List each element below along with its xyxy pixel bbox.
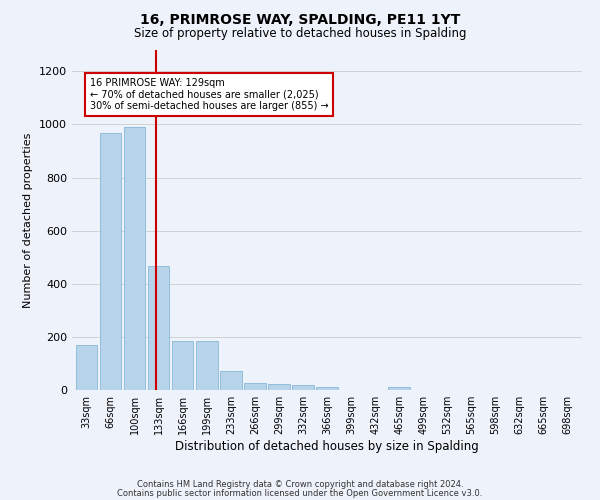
Bar bbox=[124, 127, 145, 390]
Bar bbox=[316, 387, 338, 390]
Bar bbox=[292, 385, 314, 390]
Y-axis label: Number of detached properties: Number of detached properties bbox=[23, 132, 34, 308]
Bar bbox=[172, 341, 193, 390]
Bar bbox=[76, 345, 97, 390]
Bar bbox=[100, 133, 121, 390]
Text: Size of property relative to detached houses in Spalding: Size of property relative to detached ho… bbox=[134, 28, 466, 40]
Text: 16, PRIMROSE WAY, SPALDING, PE11 1YT: 16, PRIMROSE WAY, SPALDING, PE11 1YT bbox=[140, 12, 460, 26]
Bar bbox=[244, 383, 266, 390]
Bar bbox=[196, 341, 218, 390]
Text: 16 PRIMROSE WAY: 129sqm
← 70% of detached houses are smaller (2,025)
30% of semi: 16 PRIMROSE WAY: 129sqm ← 70% of detache… bbox=[89, 78, 328, 111]
Text: Contains HM Land Registry data © Crown copyright and database right 2024.: Contains HM Land Registry data © Crown c… bbox=[137, 480, 463, 489]
X-axis label: Distribution of detached houses by size in Spalding: Distribution of detached houses by size … bbox=[175, 440, 479, 453]
Bar bbox=[148, 266, 169, 390]
Text: Contains public sector information licensed under the Open Government Licence v3: Contains public sector information licen… bbox=[118, 488, 482, 498]
Bar bbox=[388, 387, 410, 390]
Bar bbox=[220, 370, 242, 390]
Bar bbox=[268, 384, 290, 390]
